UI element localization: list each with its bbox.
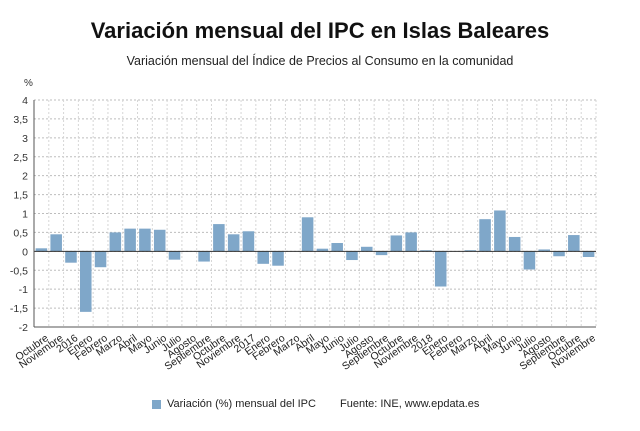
bar — [65, 251, 77, 263]
bar — [168, 251, 181, 260]
y-tick-label: 3 — [22, 133, 28, 145]
bar — [139, 228, 151, 252]
y-tick-label: -2 — [19, 322, 28, 334]
y-tick-label: 2 — [22, 171, 28, 183]
bar — [360, 246, 373, 252]
bar — [434, 251, 447, 287]
bar — [582, 251, 595, 258]
bar — [257, 251, 270, 264]
bar — [124, 228, 136, 252]
chart-title: Variación mensual del IPC en Islas Balea… — [90, 18, 550, 43]
source-note: Fuente: INE, www.epdata.es — [340, 398, 480, 410]
bar — [109, 232, 122, 252]
bar — [568, 235, 580, 252]
bar — [390, 235, 403, 252]
bar — [153, 229, 166, 252]
bar — [331, 243, 343, 252]
legend: Variación (%) mensual del IPC — [152, 398, 316, 410]
bar — [242, 231, 255, 252]
y-tick-label: 0,5 — [13, 227, 28, 239]
legend-swatch — [152, 399, 161, 409]
bar — [420, 250, 432, 252]
bar — [538, 249, 551, 252]
bar — [198, 251, 210, 262]
y-tick-label: 0 — [22, 246, 28, 258]
bar — [316, 248, 329, 252]
bar — [227, 234, 240, 252]
legend-label: Variación (%) mensual del IPC — [167, 398, 316, 410]
bar — [508, 236, 521, 252]
bar — [346, 251, 358, 261]
bar — [50, 234, 62, 252]
bar — [272, 251, 284, 266]
bar — [479, 219, 491, 252]
chart-subtitle: Variación mensual del Índice de Precios … — [126, 54, 514, 68]
bar — [523, 251, 536, 270]
y-tick-label: 2,5 — [13, 152, 28, 164]
bar — [375, 251, 388, 256]
y-tick-label: -1 — [19, 284, 28, 296]
y-tick-label: 1 — [22, 209, 28, 221]
bar — [94, 251, 107, 268]
bar — [464, 250, 477, 252]
y-tick-label: -1,5 — [10, 303, 28, 315]
y-tick-label: -0,5 — [10, 265, 28, 277]
y-tick-label: 3,5 — [13, 114, 28, 126]
bar — [79, 251, 92, 312]
bar — [494, 210, 506, 252]
y-tick-label: 1,5 — [13, 190, 28, 202]
bar — [35, 248, 48, 252]
y-axis-unit: % — [24, 78, 33, 89]
bar — [405, 232, 417, 252]
bar — [213, 224, 225, 252]
y-tick-label: 4 — [22, 95, 28, 107]
bar — [301, 217, 314, 252]
bar — [553, 251, 565, 257]
